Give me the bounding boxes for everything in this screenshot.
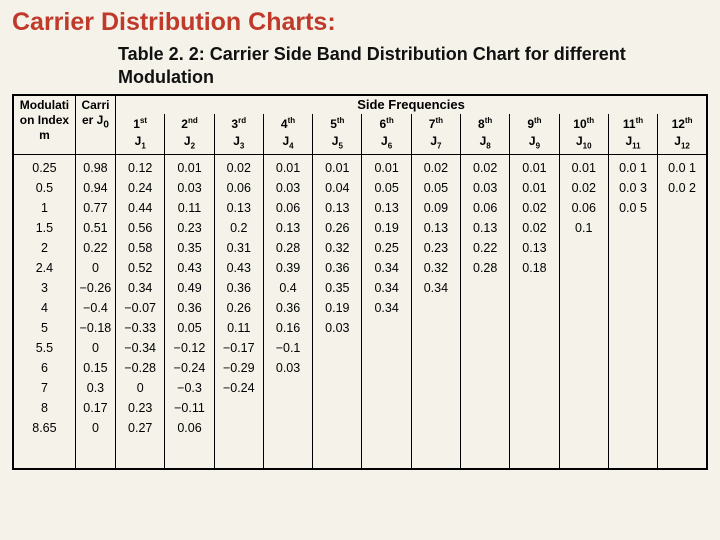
header-ordinal-1: 1st — [116, 114, 165, 133]
header-ordinal-10: 10th — [559, 114, 608, 133]
header-j7: J7 — [411, 133, 460, 154]
data-col-mod: 0.250.511.522.43455.56788.65 — [13, 154, 75, 469]
header-j8: J8 — [461, 133, 510, 154]
header-ordinal-5: 5th — [313, 114, 362, 133]
header-j4: J4 — [263, 133, 312, 154]
header-carrier: Carri er J0 — [75, 95, 115, 154]
page-title: Carrier Distribution Charts: — [12, 8, 708, 37]
data-col-j12: 0.0 10.0 2 — [658, 154, 707, 469]
data-col-j6: 0.010.050.130.190.250.340.340.34 — [362, 154, 411, 469]
j-row: J1J2J3J4J5J6J7J8J9J10J11J12 — [13, 133, 707, 154]
data-col-j9: 0.010.010.020.020.130.18 — [510, 154, 559, 469]
data-col-j5: 0.010.040.130.260.320.360.350.190.03 — [313, 154, 362, 469]
header-j10: J10 — [559, 133, 608, 154]
header-ordinal-8: 8th — [461, 114, 510, 133]
header-j9: J9 — [510, 133, 559, 154]
data-col-j0: 0.980.940.770.510.220−0.26−0.4−0.1800.15… — [75, 154, 115, 469]
distribution-table: Modulati on Index m Carri er J0 Side Fre… — [12, 94, 708, 470]
header-ordinal-2: 2nd — [165, 114, 214, 133]
data-col-j2: 0.010.030.110.230.350.430.490.360.05−0.1… — [165, 154, 214, 469]
header-j12: J12 — [658, 133, 707, 154]
table-caption: Table 2. 2: Carrier Side Band Distributi… — [118, 43, 688, 88]
data-col-j11: 0.0 10.0 30.0 5 — [608, 154, 657, 469]
header-j11: J11 — [608, 133, 657, 154]
data-col-j4: 0.010.030.060.130.280.390.40.360.16−0.10… — [263, 154, 312, 469]
data-col-j10: 0.010.020.060.1 — [559, 154, 608, 469]
header-ordinal-3: 3rd — [214, 114, 263, 133]
header-j2: J2 — [165, 133, 214, 154]
header-mod-index: Modulati on Index m — [13, 95, 75, 154]
header-ordinal-9: 9th — [510, 114, 559, 133]
header-j5: J5 — [313, 133, 362, 154]
data-col-j7: 0.020.050.090.130.230.320.34 — [411, 154, 460, 469]
header-ordinal-7: 7th — [411, 114, 460, 133]
header-j3: J3 — [214, 133, 263, 154]
header-j6: J6 — [362, 133, 411, 154]
ordinal-row: 1st2nd3rd4th5th6th7th8th9th10th11th12th — [13, 114, 707, 133]
header-ordinal-12: 12th — [658, 114, 707, 133]
data-col-j3: 0.020.060.130.20.310.430.360.260.11−0.17… — [214, 154, 263, 469]
header-ordinal-11: 11th — [608, 114, 657, 133]
data-col-j8: 0.020.030.060.130.220.28 — [461, 154, 510, 469]
header-side-freq: Side Frequencies — [116, 95, 707, 114]
header-j1: J1 — [116, 133, 165, 154]
header-ordinal-4: 4th — [263, 114, 312, 133]
header-ordinal-6: 6th — [362, 114, 411, 133]
data-row: 0.250.511.522.43455.56788.650.980.940.77… — [13, 154, 707, 469]
data-col-j1: 0.120.240.440.560.580.520.34−0.07−0.33−0… — [116, 154, 165, 469]
